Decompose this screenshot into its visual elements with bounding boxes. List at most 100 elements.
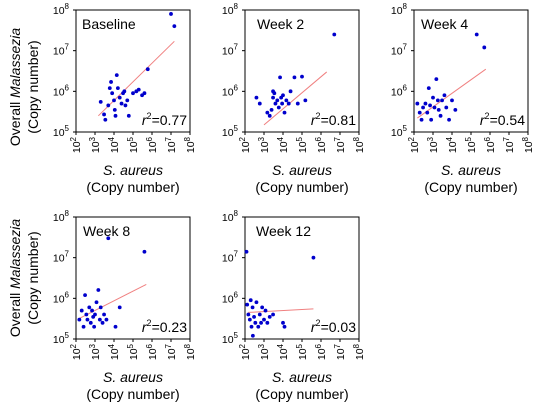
data-point bbox=[482, 45, 487, 50]
data-point bbox=[94, 300, 99, 305]
y-tick-label: 107 bbox=[391, 43, 408, 58]
data-point bbox=[282, 324, 287, 329]
panel-3: 102 103 104 105 106 107 108 105 106 107 108 Week 4 r… bbox=[391, 2, 535, 195]
x-tick-label: 102 bbox=[69, 343, 83, 360]
data-point bbox=[434, 77, 439, 81]
data-point bbox=[259, 320, 263, 325]
data-point bbox=[247, 317, 252, 322]
x-tick-label: 103 bbox=[426, 136, 440, 153]
y-tick-label: 106 bbox=[222, 83, 239, 98]
data-point bbox=[115, 86, 120, 91]
y-tick-label: 107 bbox=[222, 43, 239, 58]
data-point bbox=[276, 105, 281, 110]
data-point bbox=[426, 86, 431, 91]
data-point bbox=[419, 117, 424, 122]
data-point bbox=[107, 86, 112, 91]
x-tick-label: 107 bbox=[333, 343, 347, 360]
data-point bbox=[269, 107, 274, 112]
data-point bbox=[97, 317, 102, 322]
data-point bbox=[87, 305, 92, 310]
panel-1: 102 103 104 105 106 107 108 105 106 107 108 Baselin… bbox=[53, 2, 197, 195]
x-tick-label: 102 bbox=[407, 136, 421, 153]
x-tick-label: 107 bbox=[502, 136, 516, 153]
x-tick-label: 106 bbox=[145, 136, 159, 153]
y-tick-label: 105 bbox=[391, 124, 408, 139]
data-point bbox=[250, 305, 255, 310]
data-point bbox=[117, 95, 122, 100]
data-point bbox=[300, 74, 304, 79]
data-point bbox=[90, 308, 94, 313]
x-tick-label: 104 bbox=[107, 343, 121, 360]
y-tick-label: 108 bbox=[222, 209, 239, 224]
data-point bbox=[93, 312, 97, 317]
y-tick-label: 106 bbox=[391, 83, 408, 98]
data-point bbox=[103, 117, 108, 122]
data-point bbox=[450, 98, 454, 103]
data-point bbox=[432, 105, 437, 110]
data-point bbox=[257, 101, 262, 106]
data-point bbox=[104, 317, 109, 322]
y-tick-label: 107 bbox=[53, 250, 70, 265]
data-point bbox=[98, 99, 103, 104]
data-point bbox=[106, 103, 111, 108]
data-point bbox=[92, 324, 97, 329]
data-point bbox=[254, 300, 259, 305]
data-point bbox=[281, 93, 285, 98]
data-point bbox=[425, 110, 430, 115]
data-point bbox=[444, 105, 449, 110]
y-tick-label: 105 bbox=[222, 331, 239, 346]
data-point bbox=[122, 89, 127, 94]
data-point bbox=[267, 113, 272, 118]
data-point bbox=[453, 107, 458, 112]
data-point bbox=[83, 293, 87, 298]
data-point bbox=[119, 101, 124, 106]
x-axis-units: (Copy number) bbox=[255, 386, 348, 402]
data-point bbox=[262, 317, 266, 322]
panels: 102 103 104 105 106 107 108 105 106 107 108 Baselin… bbox=[53, 2, 535, 402]
data-point bbox=[145, 67, 150, 72]
data-point bbox=[271, 312, 275, 317]
x-axis-units: (Copy number) bbox=[255, 179, 348, 195]
x-tick-label: 103 bbox=[257, 136, 271, 153]
data-point bbox=[106, 236, 111, 241]
data-point bbox=[280, 101, 285, 106]
data-point bbox=[172, 24, 177, 29]
data-point bbox=[112, 107, 117, 112]
data-point bbox=[421, 105, 425, 110]
x-tick-label: 108 bbox=[521, 136, 535, 153]
data-point bbox=[113, 113, 118, 118]
x-axis-units: (Copy number) bbox=[86, 179, 179, 195]
data-point bbox=[447, 117, 451, 122]
data-point bbox=[142, 249, 147, 254]
r-squared-label: r2=0.03 bbox=[311, 318, 356, 335]
data-point bbox=[245, 302, 250, 307]
data-point bbox=[253, 320, 258, 325]
data-point bbox=[113, 324, 118, 329]
data-point bbox=[85, 317, 90, 322]
panel-title: Week 12 bbox=[256, 223, 311, 239]
row2-ylabel-units: (Copy number) bbox=[25, 231, 41, 324]
y-tick-label: 107 bbox=[53, 43, 70, 58]
x-tick-label: 104 bbox=[107, 136, 121, 153]
x-axis-label: S. aureus bbox=[103, 162, 163, 178]
regression-line bbox=[79, 283, 147, 319]
x-tick-label: 108 bbox=[352, 343, 366, 360]
data-point bbox=[265, 320, 270, 325]
data-point bbox=[436, 107, 441, 112]
x-tick-label: 106 bbox=[145, 343, 159, 360]
data-point bbox=[281, 320, 285, 325]
data-point bbox=[278, 75, 282, 80]
data-point bbox=[474, 32, 479, 37]
x-tick-label: 104 bbox=[445, 136, 459, 153]
data-point bbox=[248, 298, 253, 303]
r-squared-label: r2=0.54 bbox=[480, 111, 525, 128]
y-tick-label: 105 bbox=[53, 331, 70, 346]
x-axis-label: S. aureus bbox=[272, 369, 332, 385]
regression-line bbox=[263, 71, 328, 126]
data-point bbox=[79, 308, 84, 313]
data-point bbox=[288, 89, 293, 94]
x-tick-label: 106 bbox=[483, 136, 497, 153]
x-tick-label: 107 bbox=[164, 343, 178, 360]
data-point bbox=[442, 93, 447, 98]
